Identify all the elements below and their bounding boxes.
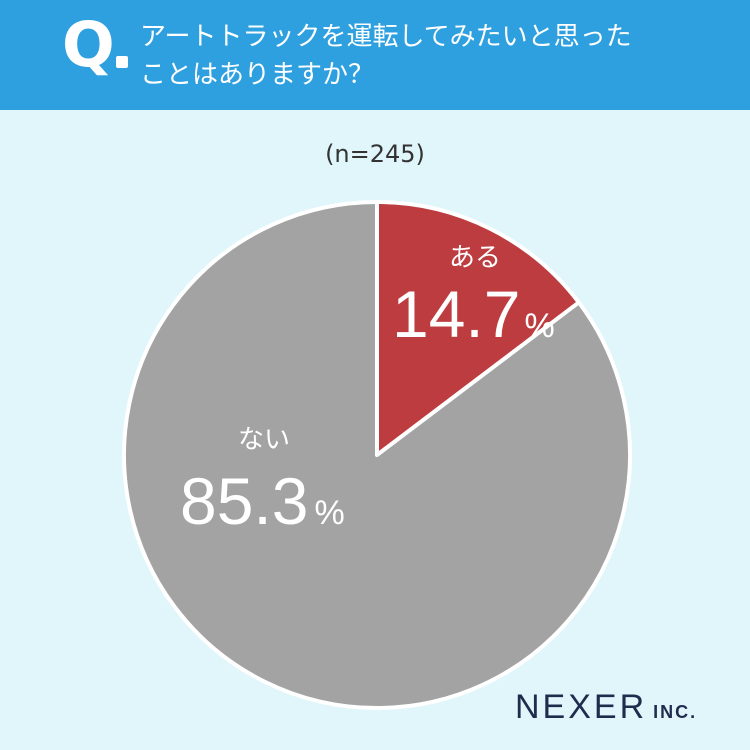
sample-size-label: (n=245) [325,140,425,168]
nexer-logo: NEXER INC. [515,688,697,727]
question-line-2: ことはありますか？ [140,60,375,90]
q-mark: Q [62,8,115,81]
brand-suffix: INC. [653,702,698,722]
slice-value-yes-number: 14.7 [392,277,520,351]
slice-value-no-number: 85.3 [180,464,308,538]
brand-name: NEXER [515,688,648,726]
pie-slice-no [122,200,632,710]
slice-value-yes-unit: % [524,307,554,345]
slice-label-yes: ある [449,243,501,273]
pie-slice-yes [375,200,581,457]
question-header: Q アートトラックを運転してみたいと思った ことはありますか？ [0,0,750,110]
question-text: アートトラックを運転してみたいと思った ことはありますか？ [140,18,720,94]
slice-value-yes: 14.7% [392,277,555,351]
q-dot [116,56,128,68]
question-line-1: アートトラックを運転してみたいと思った [140,22,632,52]
slice-value-no-unit: % [314,494,344,532]
slice-value-no: 85.3% [180,464,345,538]
slice-label-no: ない [238,425,290,455]
